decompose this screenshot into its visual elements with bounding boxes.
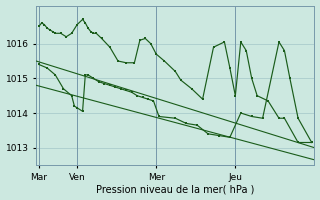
X-axis label: Pression niveau de la mer( hPa ): Pression niveau de la mer( hPa ) bbox=[96, 184, 254, 194]
